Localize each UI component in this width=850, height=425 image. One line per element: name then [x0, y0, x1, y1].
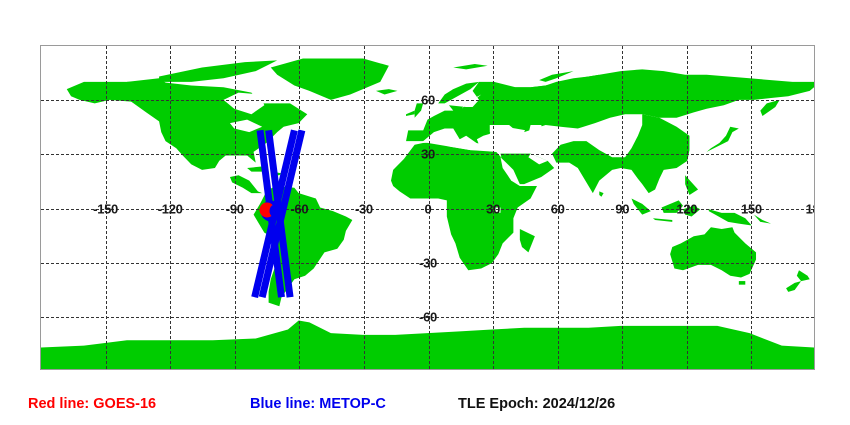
landmass-18 [706, 126, 739, 152]
legend-red-line-goes16: Red line: GOES-16 [28, 396, 157, 412]
ground-track-metop-c-3 [258, 129, 306, 299]
landmass-14 [519, 229, 535, 253]
longitude-label--90: -90 [225, 201, 244, 216]
landmass-21 [661, 200, 684, 213]
inland-water-9 [219, 155, 254, 170]
landmass-31 [453, 63, 488, 70]
map-caption: Red line: GOES-16 Blue line: METOP-C TLE… [0, 392, 850, 422]
landmass-34 [760, 99, 780, 116]
inland-water-5 [416, 137, 503, 152]
landmass-30 [41, 320, 814, 369]
landmass-29 [786, 281, 802, 292]
landmass-13 [390, 141, 538, 271]
landmass-10 [406, 110, 415, 116]
inland-water-7 [500, 157, 520, 185]
legend-blue-line-metopc: Blue line: METOP-C [250, 396, 386, 412]
landmass-27 [738, 281, 746, 285]
longitude-label--150: -150 [93, 201, 118, 216]
latitude-label-60: 60 [421, 92, 435, 108]
longitude-label--30: -30 [354, 201, 373, 216]
landmass-32 [539, 71, 574, 82]
latitude-label--30: -30 [419, 255, 437, 271]
landmass-12 [438, 81, 480, 104]
inland-water-3 [461, 94, 482, 109]
latitude-label-30: 30 [421, 146, 435, 162]
satellite-marker-metopc-overlap [269, 204, 281, 218]
landmass-26 [670, 227, 757, 278]
landmass-1 [159, 60, 278, 82]
inland-water-2 [229, 119, 263, 133]
landmass-33 [599, 191, 604, 197]
longitude-label-30: 30 [486, 201, 501, 216]
inland-water-0 [223, 92, 265, 115]
world-map-panel: 9060300-30-60-90-300306090120150180-150-… [40, 45, 815, 370]
inland-water-4 [489, 124, 516, 134]
longitude-label-150: 150 [741, 201, 762, 216]
landmass-9 [414, 103, 424, 118]
inland-water-1 [528, 124, 544, 142]
longitude-label-60: 60 [550, 201, 565, 216]
landmass-23 [708, 209, 752, 226]
landmass-11 [375, 89, 398, 95]
landmass-17 [552, 114, 690, 194]
longitude-label-90: 90 [615, 201, 630, 216]
landmass-4 [229, 175, 263, 194]
landmass-24 [685, 175, 699, 195]
longitude-label--120: -120 [157, 201, 183, 216]
landmass-20 [652, 218, 673, 222]
longitude-label--60: -60 [290, 201, 309, 216]
landmass-19 [631, 198, 651, 215]
longitude-label-120: 120 [676, 201, 698, 216]
latitude-label-0: 0 [424, 201, 432, 216]
latitude-label--60: -60 [419, 309, 437, 325]
legend-tle-epoch: TLE Epoch: 2024/12/26 [458, 396, 616, 412]
landmass-28 [796, 270, 810, 282]
landmass-25 [753, 214, 772, 224]
latitude-label-90: 90 [421, 46, 435, 47]
longitude-label-180: 180 [805, 201, 814, 216]
inland-water-8 [528, 153, 548, 165]
